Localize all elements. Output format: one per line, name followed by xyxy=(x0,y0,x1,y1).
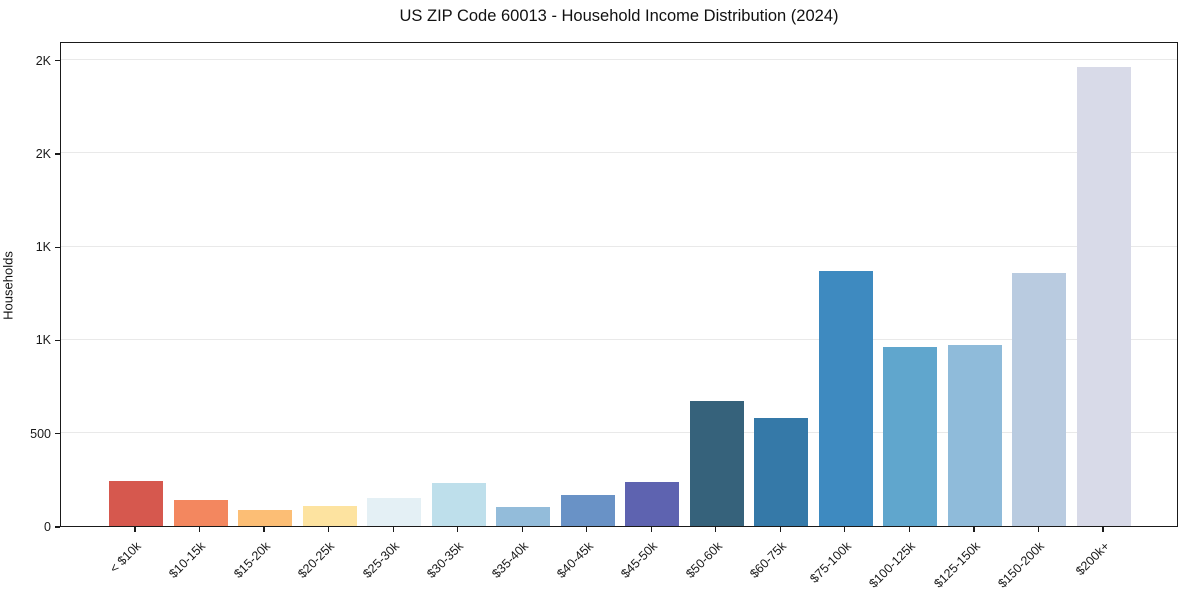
bar-40-45k xyxy=(560,494,615,526)
bar-75-100k xyxy=(818,271,873,526)
bar-15-20k xyxy=(238,509,293,526)
y-tick-mark xyxy=(55,153,60,155)
x-tick-mark xyxy=(1037,527,1040,532)
x-tick-label: $100-125k xyxy=(866,539,919,590)
x-tick-label: $20-25k xyxy=(295,539,338,581)
x-tick-mark xyxy=(457,527,459,532)
x-tick-mark xyxy=(134,527,136,532)
x-tick-label: $150-200k xyxy=(995,539,1048,590)
x-tick-label: $30-35k xyxy=(424,539,467,581)
y-tick-label: 500 xyxy=(30,426,51,441)
y-tick-label: 2K xyxy=(35,53,51,68)
x-tick-label: $35-40k xyxy=(489,539,532,581)
x-tick-mark xyxy=(198,527,201,532)
x-tick-label: $25-30k xyxy=(360,539,403,581)
x-tick-label: $40-45k xyxy=(553,539,596,581)
bar-30-35k xyxy=(431,482,486,526)
x-tick-label: $75-100k xyxy=(807,539,854,586)
y-tick-mark xyxy=(55,526,60,528)
x-tick-mark xyxy=(650,527,652,532)
gridline xyxy=(61,59,1177,61)
x-tick-label: $200k+ xyxy=(1072,539,1112,579)
x-tick-mark xyxy=(263,527,265,532)
bar-60-75k xyxy=(754,418,809,526)
x-tick-mark xyxy=(973,527,975,532)
x-tick-label: < $10k xyxy=(107,539,144,576)
bar-150-200k xyxy=(1012,273,1067,526)
bar-45-50k xyxy=(625,481,680,526)
chart-title: US ZIP Code 60013 - Household Income Dis… xyxy=(399,7,839,25)
y-tick-label: 1K xyxy=(35,240,51,255)
x-tick-mark xyxy=(844,527,846,532)
y-tick-label: 2K xyxy=(35,146,51,161)
x-tick-mark xyxy=(908,527,910,532)
y-tick-mark xyxy=(55,246,60,248)
y-tick-label: 1K xyxy=(35,333,51,348)
x-tick-label: $15-20k xyxy=(231,539,273,581)
gridline xyxy=(61,338,1177,340)
x-tick-mark xyxy=(328,527,330,532)
x-tick-mark xyxy=(779,527,781,532)
bar-10-15k xyxy=(173,499,228,526)
bar-20-25k xyxy=(302,505,357,526)
bar-50-60k xyxy=(689,400,744,526)
x-tick-label: $45-50k xyxy=(618,539,661,581)
x-tick-label: $50-60k xyxy=(682,539,725,581)
gridline xyxy=(61,152,1177,154)
bar-100-125k xyxy=(883,347,938,526)
gridline xyxy=(61,245,1177,247)
x-tick-label: $60-75k xyxy=(747,539,790,581)
y-tick-mark xyxy=(55,433,60,435)
x-tick-mark xyxy=(586,527,588,532)
bar-10k xyxy=(109,480,163,526)
y-tick-mark xyxy=(55,60,60,62)
bar-25-30k xyxy=(367,498,422,526)
x-tick-mark xyxy=(521,527,523,532)
y-tick-mark xyxy=(55,339,60,342)
y-tick-label: 0 xyxy=(44,520,51,534)
bar-35-40k xyxy=(496,506,551,526)
x-tick-mark xyxy=(392,527,394,532)
x-tick-label: $10-15k xyxy=(166,539,209,581)
x-tick-label: $125-150k xyxy=(931,539,983,590)
bar-125-150k xyxy=(947,344,1002,526)
plot-area xyxy=(60,42,1178,527)
bar-200k xyxy=(1077,66,1131,526)
x-tick-mark xyxy=(715,527,717,532)
x-tick-mark xyxy=(1102,527,1104,532)
gridline xyxy=(61,432,1177,434)
